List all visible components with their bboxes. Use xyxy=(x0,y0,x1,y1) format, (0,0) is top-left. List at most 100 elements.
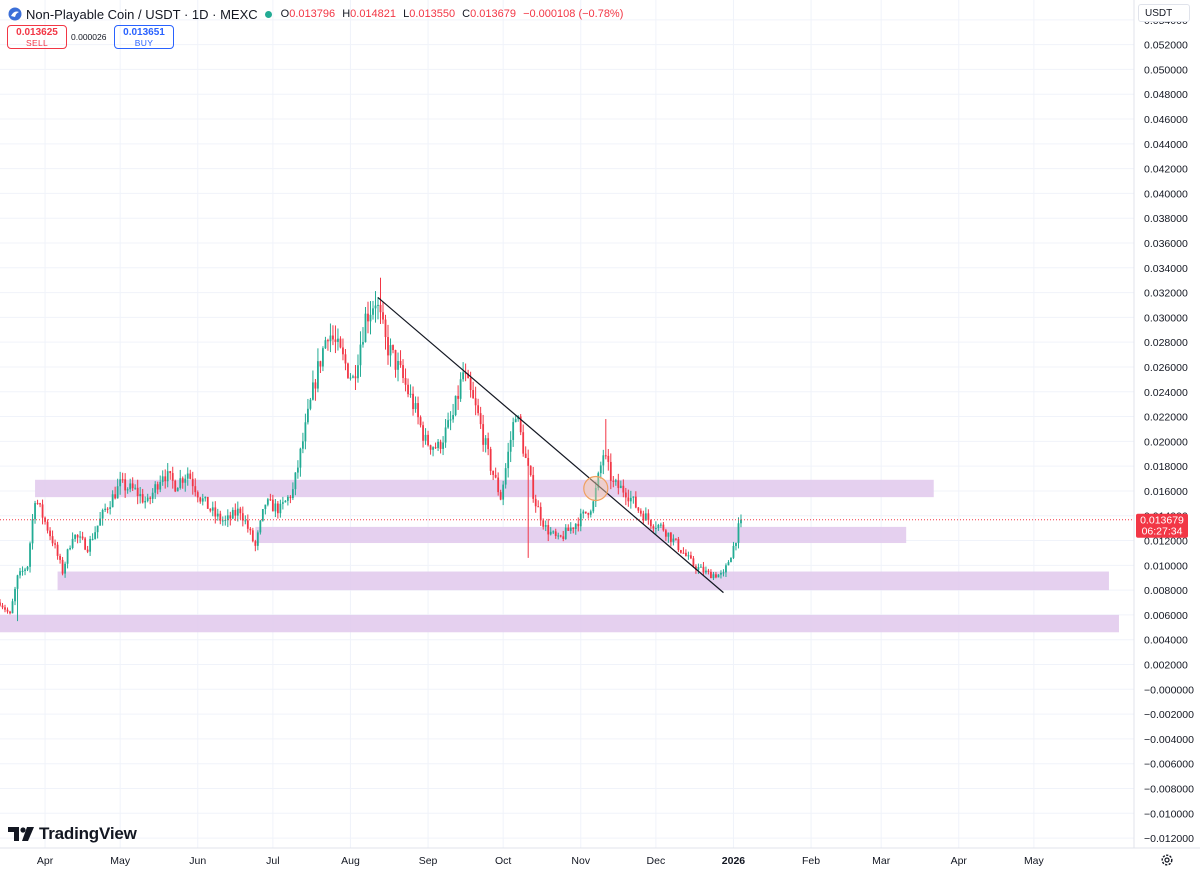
candle-body xyxy=(592,501,595,512)
candle-body xyxy=(241,513,244,521)
ohlc-open-label: O xyxy=(280,8,290,20)
x-tick-label: Dec xyxy=(647,855,666,867)
candle-body xyxy=(89,538,92,552)
candle-body xyxy=(104,508,107,510)
candle-body xyxy=(347,363,349,378)
candle-body xyxy=(379,304,382,313)
candle-body xyxy=(504,468,507,485)
candle-body xyxy=(552,531,555,533)
support-resistance-zone xyxy=(0,614,1119,633)
highlight-circle xyxy=(583,475,609,502)
y-tick-label: 0.050000 xyxy=(1144,64,1188,76)
candle-body xyxy=(647,513,650,521)
candle-body xyxy=(14,588,16,602)
candle-body xyxy=(359,344,362,366)
candle-body xyxy=(674,538,677,540)
candle-body xyxy=(294,472,297,490)
candle-body xyxy=(166,471,169,482)
candle-body xyxy=(502,484,505,500)
candle-body xyxy=(309,399,312,409)
candle-body xyxy=(634,496,637,508)
chart-header: Non-Playable Coin / USDT · 1D · MEXC O0.… xyxy=(8,5,623,23)
candle-body xyxy=(334,339,337,342)
candle-body xyxy=(402,365,404,379)
candle-body xyxy=(607,455,610,462)
time-axis[interactable]: Apr May Jun Jul Aug Sep Oct Nov Dec 2026 Feb Mar Apr… xyxy=(37,855,1045,867)
y-tick-label: 0.034000 xyxy=(1144,263,1188,275)
sell-button[interactable]: 0.013625 SELL xyxy=(7,25,67,49)
candle-body xyxy=(437,441,439,448)
ohlc-open: 0.013796 xyxy=(289,8,336,20)
sell-label: SELL xyxy=(26,38,48,48)
y-tick-label: 0.032000 xyxy=(1144,288,1188,300)
ohlc-high: 0.014821 xyxy=(350,8,397,20)
candle-body xyxy=(619,485,622,489)
candle-body xyxy=(31,519,34,544)
candle-body xyxy=(522,432,525,454)
candle-body xyxy=(612,480,615,482)
price-tag-box xyxy=(1136,513,1188,538)
candle-body xyxy=(101,509,104,519)
candle-body xyxy=(141,494,144,503)
candle-body xyxy=(284,500,287,503)
candle-body xyxy=(399,360,402,366)
candle-body xyxy=(732,545,735,558)
candle-body xyxy=(597,473,600,488)
buy-button[interactable]: 0.013651 BUY xyxy=(114,25,174,49)
candle-body xyxy=(562,536,565,539)
candle-body xyxy=(469,378,472,391)
candle-body xyxy=(244,520,247,522)
candle-body xyxy=(712,574,715,579)
candle-body xyxy=(737,523,740,543)
candle-body xyxy=(614,480,617,482)
sell-price: 0.013625 xyxy=(16,27,58,38)
candle-body xyxy=(136,487,139,497)
candle-body xyxy=(161,476,164,482)
candle-body xyxy=(637,507,640,511)
y-tick-label: 0.008000 xyxy=(1144,585,1188,597)
y-tick-label: −0.000000 xyxy=(1144,684,1194,696)
tradingview-wordmark: TradingView xyxy=(39,824,137,843)
candle-body xyxy=(499,492,502,500)
candle-body xyxy=(377,304,379,306)
candle-body xyxy=(259,520,262,533)
candle-body xyxy=(364,313,367,343)
candle-body xyxy=(514,419,517,423)
candle-body xyxy=(705,570,707,573)
candle-body xyxy=(86,549,89,552)
price-axis[interactable]: 0.0540000.0520000.0500000.0480000.046000… xyxy=(1144,15,1194,845)
candle-body xyxy=(710,571,712,579)
candle-body xyxy=(94,532,97,539)
candle-body xyxy=(374,305,377,309)
candle-body xyxy=(627,497,630,502)
candle-body xyxy=(319,361,322,367)
candle-body xyxy=(559,535,562,537)
candle-body xyxy=(730,557,732,563)
candle-body xyxy=(680,550,682,553)
candle-body xyxy=(652,526,655,529)
candle-body xyxy=(111,494,114,508)
y-tick-label: 0.006000 xyxy=(1144,610,1188,622)
candle-body xyxy=(289,496,292,499)
tradingview-logo: TradingView xyxy=(8,824,137,844)
candle-body xyxy=(427,434,429,446)
gear-icon[interactable] xyxy=(1160,853,1174,867)
candle-body xyxy=(199,497,202,502)
candle-body xyxy=(664,530,667,537)
symbol-title[interactable]: Non-Playable Coin / USDT · 1D · MEXC xyxy=(26,6,258,22)
candle-body xyxy=(236,508,239,516)
candle-body xyxy=(19,571,21,576)
candle-body xyxy=(529,465,532,476)
candle-body xyxy=(467,373,470,379)
candle-body xyxy=(642,513,645,521)
candle-body xyxy=(539,506,542,521)
spread-value: 0.000026 xyxy=(71,32,107,42)
currency-selector[interactable]: USDT xyxy=(1138,4,1190,22)
price-tag: 0.013679 06:27:34 xyxy=(1136,513,1188,538)
candle-body xyxy=(234,509,237,516)
y-tick-label: 0.046000 xyxy=(1144,114,1188,126)
candle-body xyxy=(34,503,36,520)
candle-body xyxy=(114,494,117,499)
candle-body xyxy=(624,492,627,498)
